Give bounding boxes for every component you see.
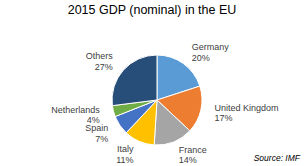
svg-text:Italy11%: Italy11% — [116, 144, 134, 164]
html-text:Source: IMF: Source: IMF — [253, 153, 300, 163]
svg-text:Germany20%: Germany20% — [192, 42, 230, 62]
svg-text:Others27%: Others27% — [86, 51, 114, 71]
svg-text:United Kingdom17%: United Kingdom17% — [215, 103, 279, 123]
html-text:2015 GDP (nominal) in the EU: 2015 GDP (nominal) in the EU — [67, 3, 237, 17]
svg-text:France14%: France14% — [179, 145, 207, 165]
svg-text:Netherlands4%: Netherlands4% — [51, 105, 100, 125]
svg-text:Spain7%: Spain7% — [85, 123, 108, 143]
